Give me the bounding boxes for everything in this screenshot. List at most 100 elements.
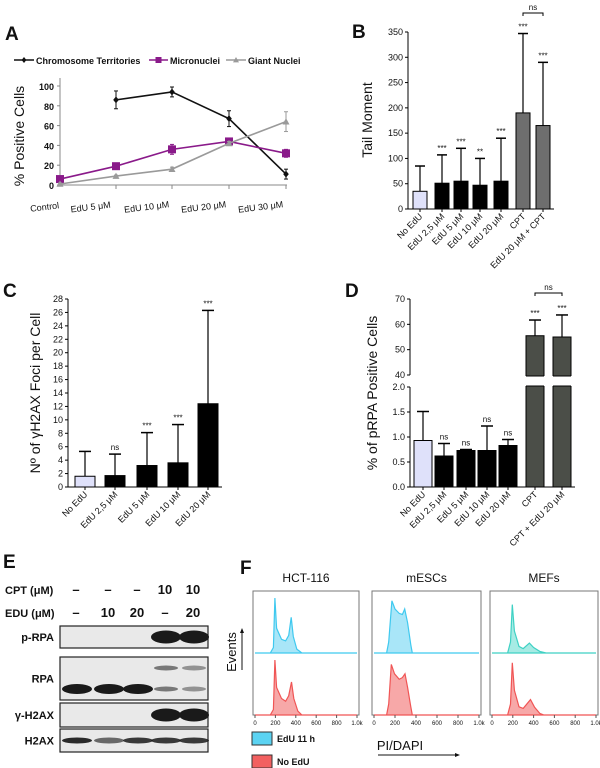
bar	[552, 336, 572, 488]
x-tick-label: 400	[291, 721, 302, 727]
blot-band	[182, 686, 206, 692]
y-tick-label: 200	[388, 103, 403, 113]
bar	[197, 403, 219, 488]
panel-label-d: D	[345, 281, 359, 302]
data-point	[225, 139, 233, 147]
blot-label: γ-H2AX	[15, 710, 55, 722]
legend-label: Micronuclei	[170, 56, 220, 66]
x-tick-label: EdU 10 μM	[124, 199, 170, 214]
bar	[456, 450, 476, 488]
condition-value: 20	[130, 605, 144, 620]
comparison-bracket	[522, 12, 544, 16]
legend-label: Giant Nuclei	[248, 56, 301, 66]
x-tick-label: 800	[453, 721, 464, 727]
histogram-no-edu	[255, 659, 357, 716]
condition-value: –	[104, 582, 111, 597]
condition-label: CPT (μM)	[5, 585, 54, 597]
legend-label: EdU 11 h	[277, 734, 315, 744]
blot-label: p-RPA	[21, 632, 54, 644]
y-tick-label: 2	[58, 469, 63, 479]
significance-label: ns	[111, 443, 119, 452]
data-point	[56, 180, 64, 187]
y-tick-label: 26	[53, 307, 63, 317]
blot-band	[182, 665, 206, 671]
condition-value: –	[72, 605, 79, 620]
data-point	[282, 149, 290, 158]
significance-label: **	[477, 147, 483, 156]
y-tick-label: 1.0	[392, 432, 405, 442]
y-tick-label: 0.0	[392, 482, 405, 492]
comparison-label: ns	[544, 283, 552, 292]
x-tick-label: Control	[30, 200, 60, 213]
y-tick-label: 50	[395, 345, 405, 355]
x-tick-label: 600	[549, 721, 560, 727]
y-tick-label: 14	[53, 388, 63, 398]
y-tick-label: 150	[388, 128, 403, 138]
x-tick-label: 400	[411, 721, 422, 727]
panel-label-e: E	[3, 552, 16, 573]
y-tick-label: 100	[388, 153, 403, 163]
data-point	[112, 162, 120, 171]
y-tick-label: 22	[53, 334, 63, 344]
y-tick-label: 60	[395, 319, 405, 329]
y-tick-label: 0	[58, 482, 63, 492]
significance-label: ns	[462, 439, 470, 448]
bar	[515, 112, 531, 210]
x-tick-label: 800	[332, 721, 343, 727]
x-tick-label: EdU 20 μM	[181, 199, 227, 214]
condition-value: –	[133, 582, 140, 597]
y-tick-label: 40	[44, 141, 54, 151]
panel-a-line-chart: 0 20 40 60 80 100 Control EdU 5 μM EdU 10 μM EdU …	[11, 56, 301, 215]
bar	[477, 450, 497, 488]
x-tick-label: 1.0k	[473, 721, 485, 727]
bar	[472, 184, 488, 210]
panel-f-histograms: HCT-116 0 200 400 600 800 1.0k mESCs 0 200 400 600 8…	[224, 571, 600, 768]
y-tick-label: 20	[53, 348, 63, 358]
x-tick-label: 0	[372, 721, 376, 727]
bar	[413, 440, 433, 488]
comparison-bracket	[534, 292, 563, 296]
blot-band	[154, 665, 178, 671]
condition-value: –	[161, 605, 168, 620]
y-axis-title: % of pRPA Positive Cells	[364, 316, 380, 471]
significance-label: ***	[557, 304, 566, 313]
y-tick-label: 0	[49, 181, 54, 191]
y-tick-label: 28	[53, 294, 63, 304]
condition-value: –	[72, 582, 79, 597]
blot-label: H2AX	[25, 736, 55, 748]
y-tick-label: 0.5	[392, 457, 405, 467]
panel-label-f: F	[240, 558, 252, 579]
significance-label: ns	[483, 415, 491, 424]
condition-label: EDU (μM)	[5, 608, 55, 620]
data-point	[56, 175, 64, 184]
cell-line-title: MEFs	[528, 571, 559, 585]
significance-label: ns	[440, 433, 448, 442]
legend-marker	[21, 57, 27, 63]
significance-label: ***	[437, 144, 446, 153]
panel-label-a: A	[5, 24, 19, 45]
blot-band	[151, 708, 181, 722]
blot-band	[94, 737, 124, 744]
x-tick-label: 600	[432, 721, 443, 727]
axis-break-gap	[411, 376, 581, 386]
condition-value: 10	[158, 582, 172, 597]
significance-label: ***	[142, 422, 151, 431]
histogram-edu	[255, 597, 357, 654]
histogram-no-edu	[374, 664, 479, 716]
blot-band	[123, 684, 153, 694]
blot-band	[62, 684, 92, 694]
histogram-no-edu	[492, 662, 596, 716]
y-tick-label: 50	[393, 179, 403, 189]
condition-value: 10	[186, 582, 200, 597]
y-axis-title: Events	[224, 632, 239, 672]
significance-label: ns	[504, 429, 512, 438]
blot-band	[94, 684, 124, 694]
y-tick-label: 16	[53, 375, 63, 385]
y-tick-label: 4	[58, 455, 63, 465]
x-tick-label: CPT	[520, 489, 540, 509]
bar	[74, 475, 96, 488]
y-tick-label: 12	[53, 401, 63, 411]
x-tick-label: 200	[508, 721, 519, 727]
